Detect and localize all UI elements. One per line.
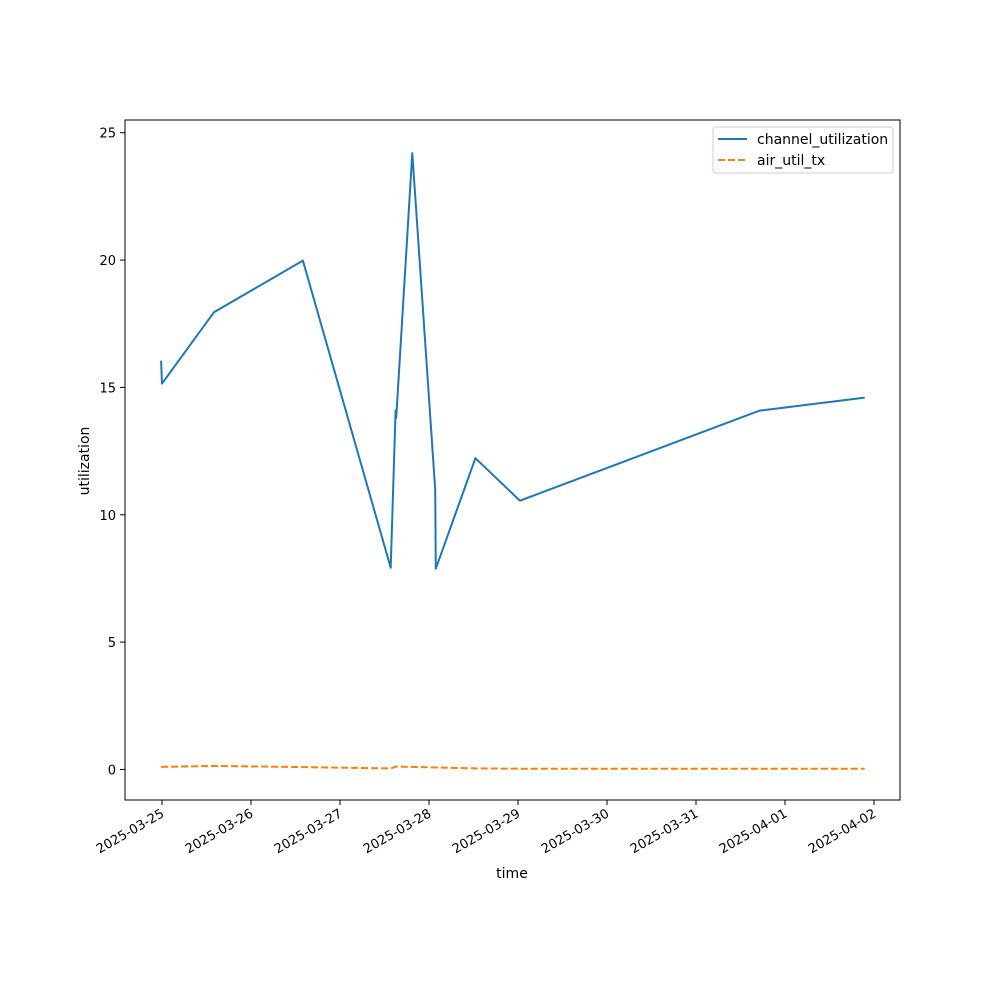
y-axis: 0 5 10 15 20 25 <box>99 127 125 778</box>
y-tick-label: 15 <box>99 381 116 396</box>
y-tick-label: 5 <box>108 636 116 651</box>
y-tick-label: 25 <box>99 127 116 142</box>
y-tick-label: 20 <box>99 254 116 269</box>
y-tick-label: 10 <box>99 509 116 524</box>
legend-label: air_util_tx <box>757 153 825 169</box>
legend-label: channel_utilization <box>757 132 888 148</box>
x-axis-label: time <box>496 866 528 882</box>
plot-area <box>124 119 901 801</box>
y-tick-label: 0 <box>108 763 116 778</box>
series-line-channel_utilization <box>160 152 865 570</box>
series-line-air_util_tx <box>161 764 865 770</box>
legend-box <box>712 126 894 174</box>
legend: channel_utilization air_util_tx <box>712 126 894 174</box>
y-axis-label: utilization <box>77 427 93 496</box>
plot-frame <box>124 119 901 801</box>
